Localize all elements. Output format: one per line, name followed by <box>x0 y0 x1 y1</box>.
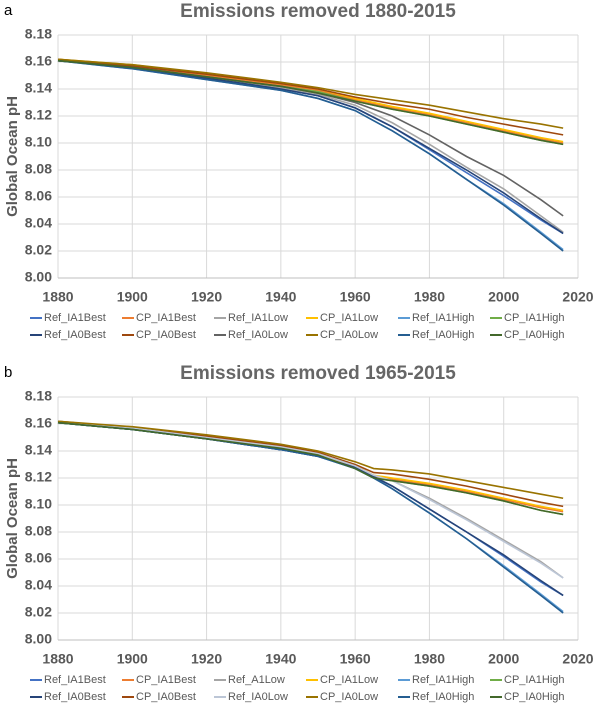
legend-label: Ref_IA0High <box>412 329 474 341</box>
series-line <box>57 421 564 516</box>
y-tick-label: 8.12 <box>25 107 52 123</box>
y-axis-label: Global Ocean pH <box>4 96 21 217</box>
x-tick-label: 2020 <box>562 289 593 305</box>
y-axis-label: Global Ocean pH <box>4 458 21 579</box>
y-tick-label: 8.04 <box>25 215 52 231</box>
legend-label: Ref_IA0Low <box>228 691 288 703</box>
series-line <box>57 420 564 500</box>
x-tick-label: 1920 <box>191 289 222 305</box>
y-tick-label: 8.14 <box>25 442 52 458</box>
series-line <box>57 421 564 597</box>
x-tick-label: 1900 <box>117 289 148 305</box>
series-line <box>57 420 564 579</box>
legend-label: CP_IA1Best <box>136 312 196 324</box>
legend-label: CP_IA0Low <box>320 691 378 703</box>
x-tick-label: 1940 <box>265 289 296 305</box>
legend-label: Ref_A1Low <box>228 674 285 686</box>
y-tick-label: 8.00 <box>25 631 52 647</box>
series-line <box>57 59 564 235</box>
legend-label: CP_IA0High <box>504 691 565 703</box>
legend-label: Ref_IA0Best <box>44 329 106 341</box>
y-tick-label: 8.10 <box>25 134 52 150</box>
legend-label: Ref_IA1Best <box>44 674 106 686</box>
legend-label: CP_IA1Low <box>320 674 378 686</box>
y-tick-label: 8.16 <box>25 415 52 431</box>
series-line <box>57 58 564 129</box>
legend-label: Ref_IA0Best <box>44 691 106 703</box>
x-tick-label: 2000 <box>488 289 519 305</box>
panel-label: a <box>4 2 13 19</box>
y-tick-label: 8.02 <box>25 604 52 620</box>
y-tick-label: 8.08 <box>25 161 52 177</box>
y-tick-label: 8.06 <box>25 188 52 204</box>
y-tick-label: 8.10 <box>25 496 52 512</box>
panel-label: b <box>4 364 12 381</box>
y-tick-label: 8.06 <box>25 550 52 566</box>
series-line <box>57 421 564 597</box>
y-tick-label: 8.02 <box>25 242 52 258</box>
y-tick-label: 8.14 <box>25 80 52 96</box>
series-line <box>57 59 564 252</box>
series-line <box>57 58 564 136</box>
legend-label: Ref_IA0High <box>412 691 474 703</box>
x-tick-label: 1960 <box>340 289 371 305</box>
legend-label: Ref_IA1High <box>412 312 474 324</box>
x-tick-label: 1880 <box>42 289 73 305</box>
x-tick-label: 1980 <box>414 651 445 667</box>
y-tick-label: 8.18 <box>25 26 52 42</box>
y-tick-label: 8.08 <box>25 523 52 539</box>
x-tick-label: 2000 <box>488 651 519 667</box>
legend-label: CP_IA1High <box>504 674 565 686</box>
legend-label: Ref_IA1Best <box>44 312 106 324</box>
x-tick-label: 1960 <box>340 651 371 667</box>
y-tick-label: 8.12 <box>25 469 52 485</box>
series-line <box>57 420 564 508</box>
series-line <box>57 59 564 146</box>
legend-label: CP_IA0Low <box>320 329 378 341</box>
x-tick-label: 1900 <box>117 651 148 667</box>
series-line <box>57 421 564 513</box>
series-line <box>57 421 564 516</box>
x-tick-label: 1920 <box>191 651 222 667</box>
legend-label: CP_IA0Best <box>136 691 196 703</box>
legend-label: Ref_IA1Low <box>228 312 288 324</box>
legend-label: CP_IA0Best <box>136 329 196 341</box>
y-tick-label: 8.16 <box>25 53 52 69</box>
y-tick-label: 8.18 <box>25 388 52 404</box>
legend-label: CP_IA1Low <box>320 312 378 324</box>
y-tick-label: 8.00 <box>25 269 52 285</box>
legend-label: CP_IA0High <box>504 329 565 341</box>
x-tick-label: 1880 <box>42 651 73 667</box>
chart-title: Emissions removed 1965-2015 <box>180 363 456 384</box>
chart-title: Emissions removed 1880-2015 <box>180 1 456 22</box>
y-tick-label: 8.04 <box>25 577 52 593</box>
series-line <box>57 59 564 146</box>
x-tick-label: 1940 <box>265 651 296 667</box>
x-tick-label: 2020 <box>562 651 593 667</box>
legend-label: CP_IA1Best <box>136 674 196 686</box>
legend-label: Ref_IA0Low <box>228 329 288 341</box>
x-tick-label: 1980 <box>414 289 445 305</box>
legend-label: Ref_IA1High <box>412 674 474 686</box>
series-line <box>57 59 564 144</box>
legend-label: CP_IA1High <box>504 312 565 324</box>
